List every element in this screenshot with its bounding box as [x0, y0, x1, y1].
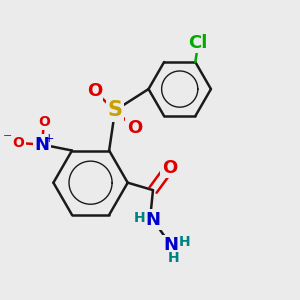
Text: O: O: [38, 115, 50, 129]
Text: −: −: [3, 131, 12, 141]
Text: O: O: [162, 159, 177, 177]
Text: +: +: [44, 131, 54, 145]
Text: H: H: [168, 251, 180, 266]
Text: N: N: [146, 211, 160, 229]
Text: O: O: [87, 82, 102, 100]
Text: Cl: Cl: [189, 34, 208, 52]
Text: H: H: [178, 235, 190, 249]
Text: H: H: [134, 212, 146, 225]
Text: O: O: [13, 136, 24, 150]
Text: S: S: [108, 100, 123, 120]
Text: N: N: [163, 236, 178, 254]
Text: O: O: [127, 119, 142, 137]
Text: N: N: [35, 136, 50, 154]
